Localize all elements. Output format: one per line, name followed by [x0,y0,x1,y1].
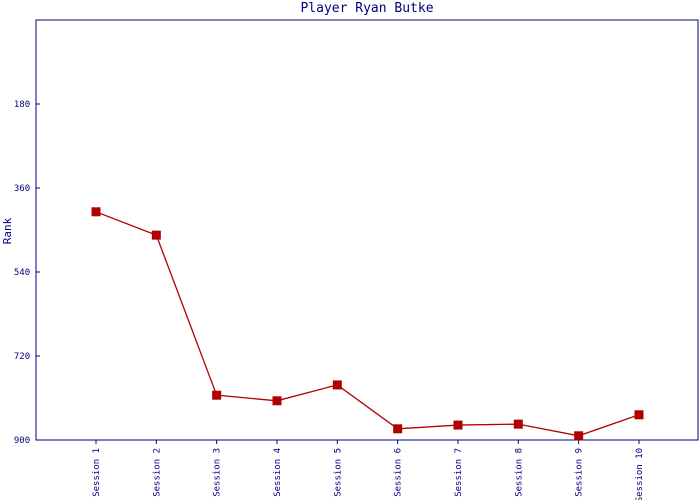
y-tick-label: 540 [14,268,30,278]
y-tick-label: 360 [14,184,30,194]
data-point [332,380,342,390]
x-tick-label: Session 6 [394,448,404,497]
x-tick-label: Session 9 [575,448,585,497]
data-point [393,424,403,434]
data-point [91,207,101,217]
plot-frame [35,19,699,441]
x-tick-label: Session 4 [273,448,283,497]
series-line [95,211,640,437]
data-point [212,390,222,400]
y-tick-label: 720 [14,352,30,362]
data-point [634,410,644,420]
y-tick-label: 900 [14,436,30,446]
data-point [272,396,282,406]
x-tick-label: Session 5 [333,448,343,497]
y-axis-label: Rank [1,217,14,244]
x-tick-label: Session 1 [92,448,102,497]
x-tick-label: Session 2 [152,448,162,497]
y-tick-label: 180 [14,100,30,110]
x-tick-label: Session 3 [213,448,223,497]
data-point [453,420,463,430]
data-point [574,431,584,441]
x-tick-label: Session 10 [635,448,645,500]
data-point [513,419,523,429]
x-tick-label: Session 8 [514,448,524,497]
data-point [151,230,161,240]
x-tick-label: Session 7 [454,448,464,497]
chart-title: Player Ryan Butke [300,1,433,16]
